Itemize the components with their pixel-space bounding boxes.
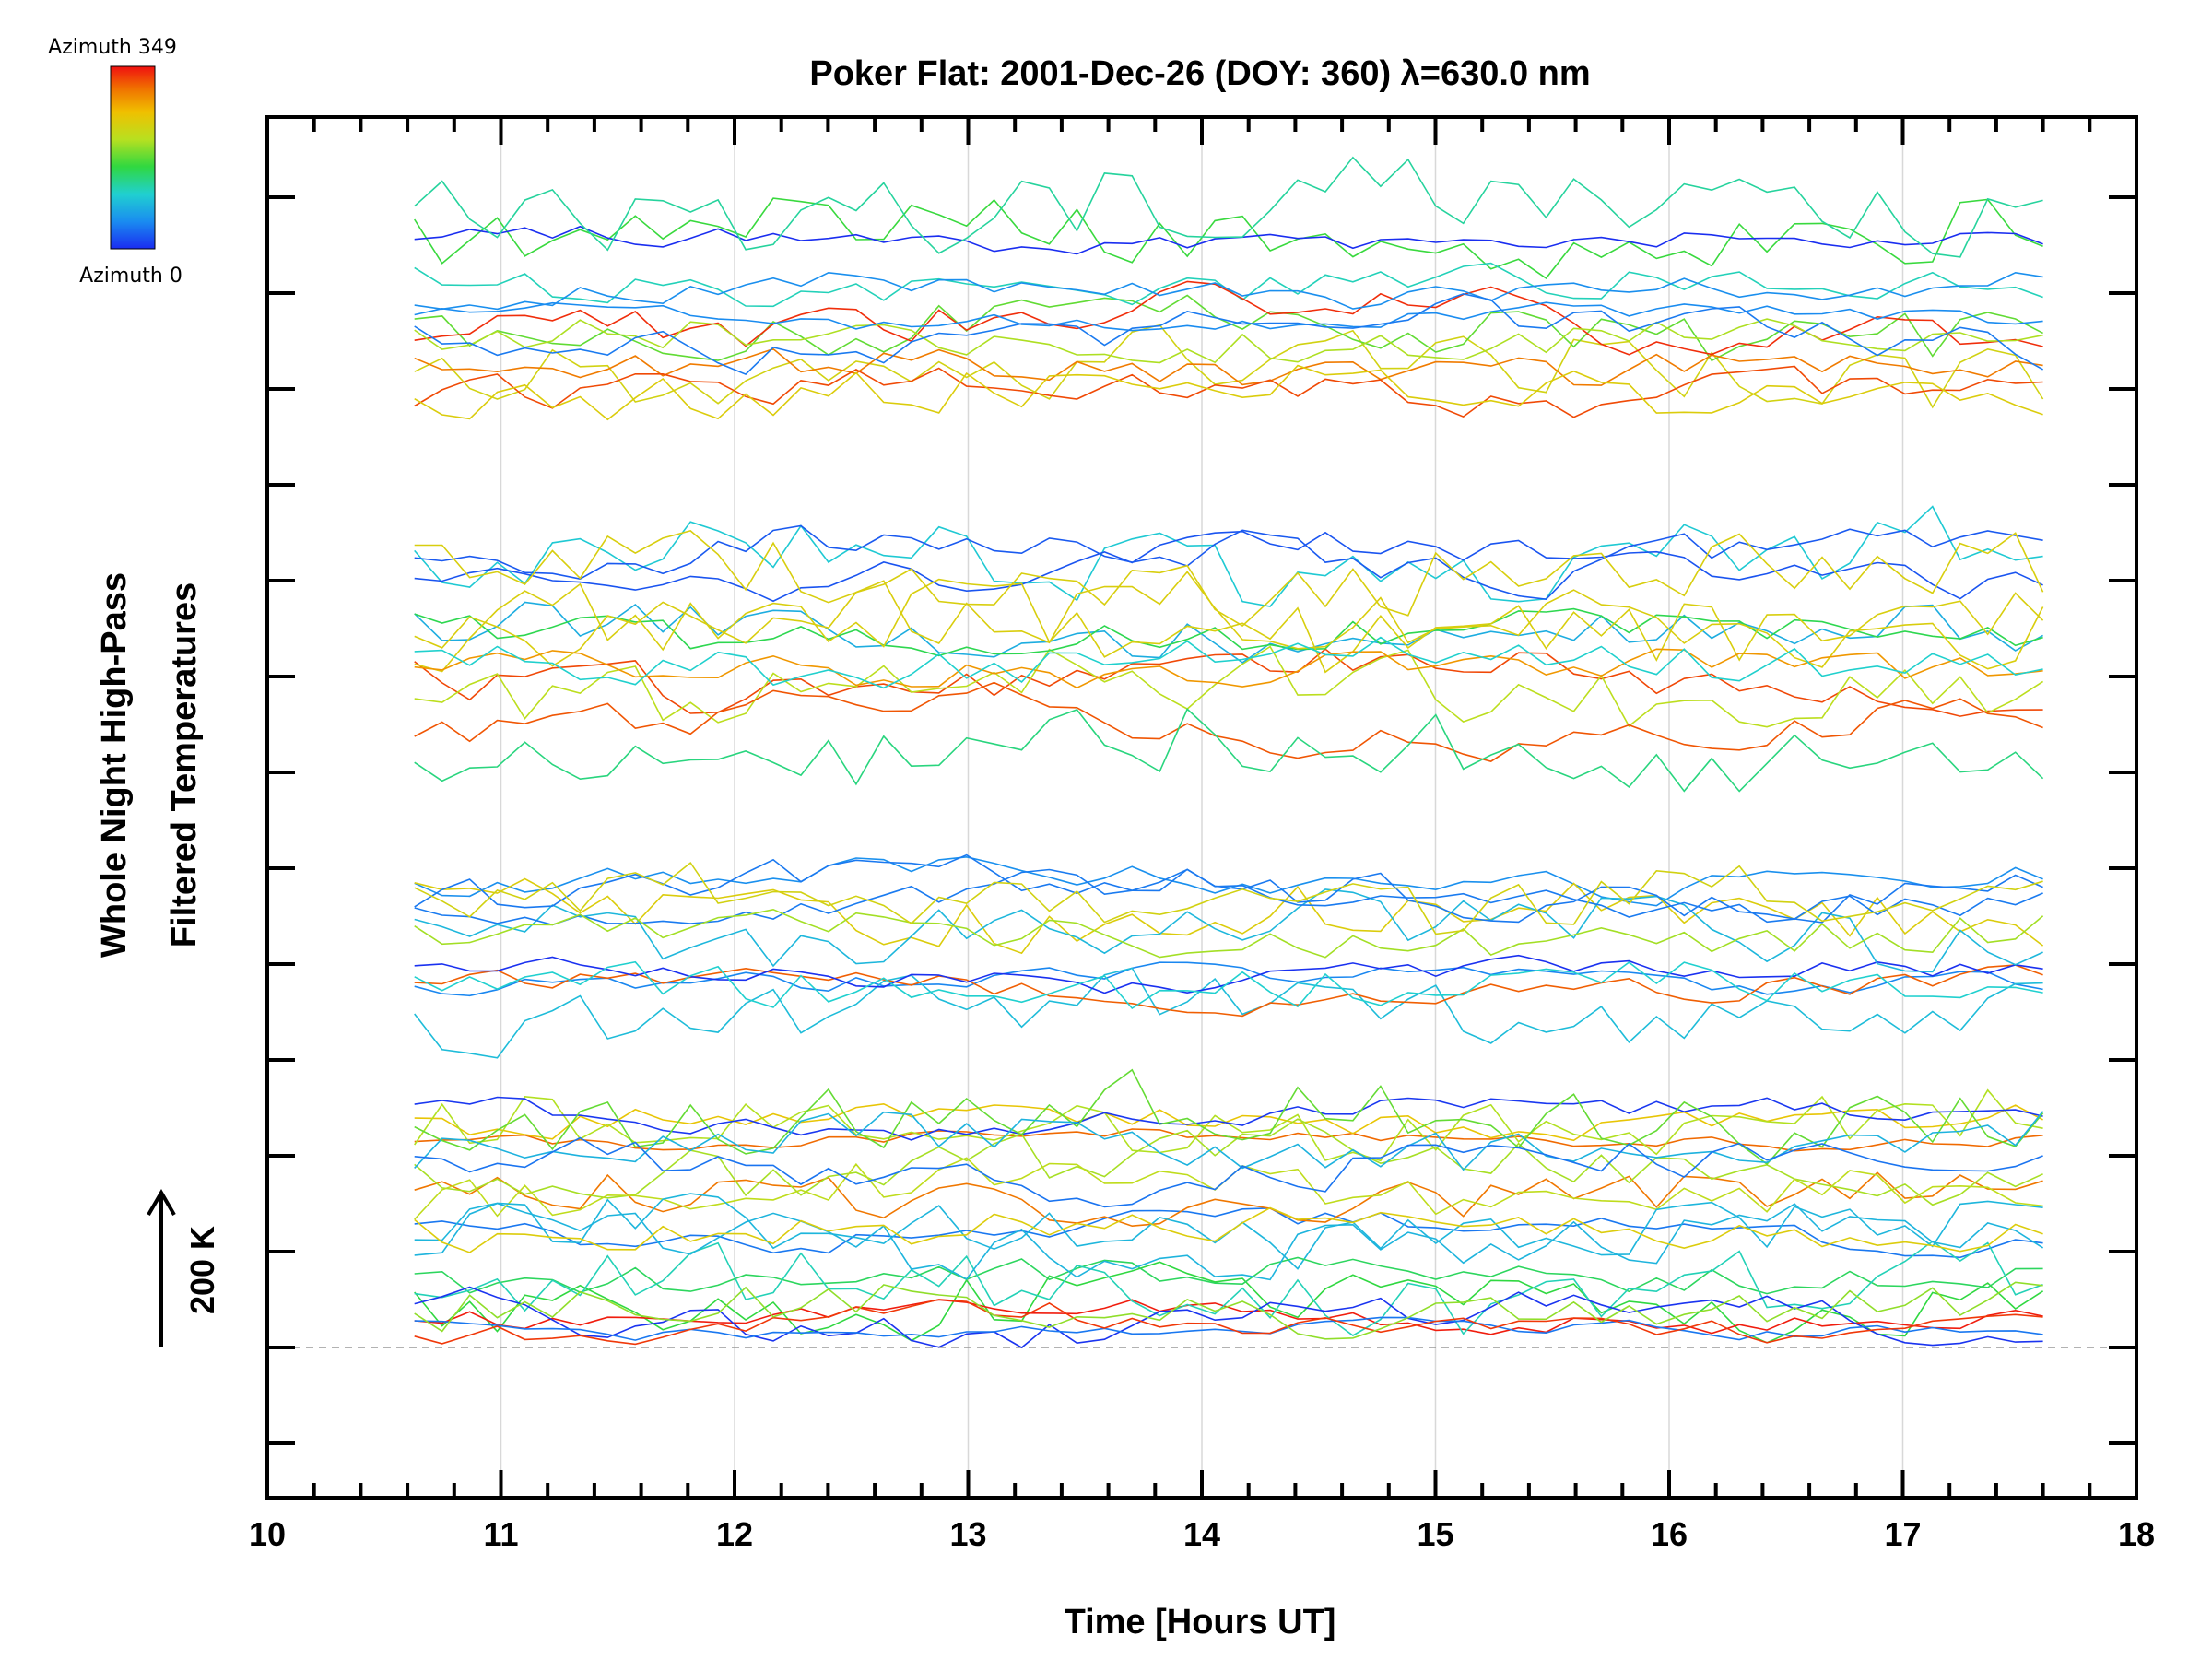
x-tick-label: 10: [249, 1515, 286, 1553]
x-tick-label: 11: [483, 1515, 518, 1553]
x-tick-label: 15: [1417, 1515, 1453, 1553]
temperature-series-line: [414, 1261, 2044, 1344]
temperature-series-line: [414, 225, 2043, 255]
temperature-series-line: [414, 262, 2043, 308]
temperature-series-line: [414, 868, 2043, 926]
temperature-series-line: [414, 607, 2043, 657]
x-tick-label: 18: [2118, 1515, 2155, 1553]
temperature-series-line: [414, 571, 2044, 670]
series-group: [414, 156, 2044, 1349]
temperature-series-line: [414, 908, 2044, 959]
temperature-series-line: [414, 636, 2043, 689]
y-axis-label-line2: Filtered Temperatures: [165, 582, 204, 947]
x-tick-label: 17: [1884, 1515, 1921, 1553]
temperature-series-line: [414, 1096, 2043, 1141]
temperature-series-line: [414, 347, 2043, 386]
scale-bar-label: 200 K: [183, 1226, 221, 1314]
temperature-series-line: [414, 708, 2044, 793]
temperature-series-line: [414, 505, 2043, 607]
colorbar-top-label: Azimuth 349: [48, 36, 177, 59]
temperature-series-line: [414, 1286, 2043, 1349]
temperature-series-line: [414, 365, 2043, 418]
temperature-series-line: [414, 530, 2043, 603]
temperature-series-line: [414, 578, 2044, 674]
temperature-series-line: [414, 888, 2043, 973]
colorbar-gradient: [110, 65, 156, 250]
temperature-series-line: [414, 530, 2044, 627]
colorbar: Azimuth 349 Azimuth 0: [48, 36, 182, 288]
temperature-series-line: [414, 861, 2043, 935]
temperature-series-line: [414, 1136, 2043, 1208]
temperature-series-line: [414, 292, 2043, 376]
x-tick-label: 12: [716, 1515, 753, 1553]
x-tick-label: 13: [949, 1515, 986, 1553]
temperature-series-line: [414, 364, 2043, 421]
temperature-series-line: [414, 648, 2043, 689]
temperature-series-line: [414, 280, 2043, 356]
x-axis-label: Time [Hours UT]: [1065, 1603, 1336, 1641]
temperature-series-line: [414, 681, 2043, 762]
temperature-series-line: [414, 961, 2043, 997]
temperature-series-line: [414, 877, 2044, 955]
temperature-series-line: [414, 1299, 2043, 1346]
temperature-series-line: [414, 156, 2043, 258]
temperature-series-line: [414, 1281, 2043, 1340]
temperature-series-line: [414, 1316, 2043, 1341]
temperature-series-line: [414, 954, 2043, 994]
temperature-series-line: [414, 197, 2043, 279]
scale-bar: 200 K: [147, 1189, 221, 1347]
temperature-series-line: [414, 1111, 2044, 1171]
temperature-series-line: [414, 1118, 2043, 1206]
temperature-series-line: [414, 524, 2043, 601]
temperature-series-line: [414, 960, 2043, 1010]
temperature-series-line: [414, 1171, 2043, 1228]
chart-title: Poker Flat: 2001-Dec-26 (DOY: 360) λ=630…: [809, 54, 1590, 93]
temperature-series-line: [414, 853, 2043, 924]
temperature-series-line: [414, 324, 2044, 409]
temperature-series-line: [414, 855, 2043, 907]
temperature-series-line: [414, 1206, 2043, 1253]
scale-bar-arrowhead: [147, 1189, 176, 1217]
temperature-series-line: [414, 271, 2043, 311]
x-tick-label: 14: [1183, 1515, 1220, 1553]
axis-ticks: [265, 117, 2138, 1498]
colorbar-bottom-label: Azimuth 0: [79, 265, 182, 288]
temperature-series-line: [414, 1206, 2043, 1259]
x-tick-labels: 10 11 12 13 14 15 16 17 18: [249, 1515, 2155, 1553]
temperature-series-line: [414, 648, 2043, 717]
temperature-series-line: [414, 1102, 2043, 1142]
temperature-series-line: [414, 301, 2043, 332]
x-grid: [500, 117, 1904, 1498]
x-tick-label: 16: [1651, 1515, 1688, 1553]
temperature-series-line: [414, 1088, 2043, 1162]
temperature-series-line: [414, 1202, 2044, 1281]
y-axis-label-line1: Whole Night High-Pass: [95, 572, 134, 958]
temperature-series-line: [414, 294, 2043, 362]
temperature-series-line: [414, 1240, 2043, 1336]
temperature-series-line: [414, 645, 2044, 728]
temperature-series-line: [414, 318, 2043, 364]
temperature-series-line: [414, 1256, 2043, 1295]
temperature-series-line: [414, 967, 2043, 1059]
